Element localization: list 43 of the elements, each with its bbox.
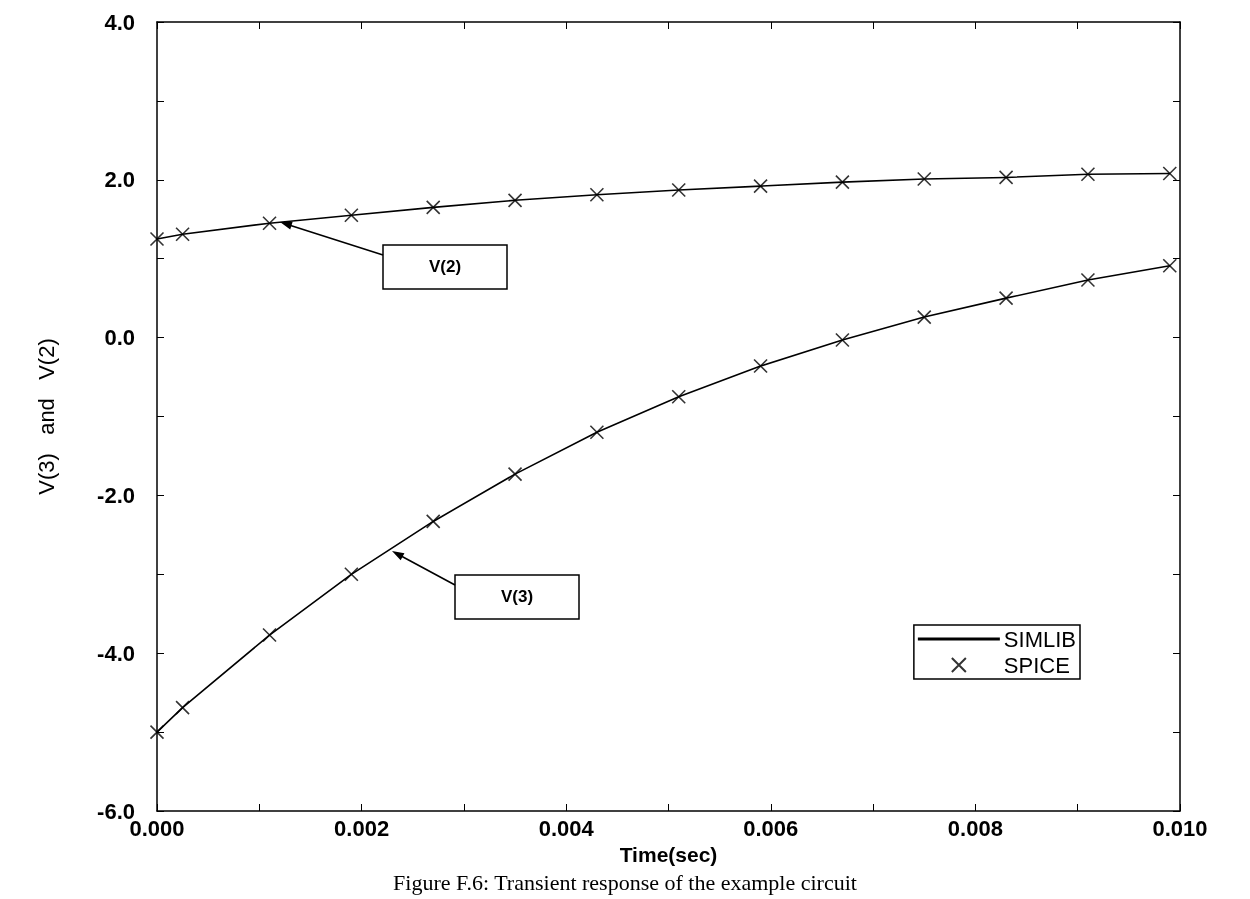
- point: [753, 358, 768, 374]
- point: [507, 466, 523, 482]
- point: [589, 187, 605, 203]
- point: [344, 208, 359, 223]
- x-tick-label: 0.002: [334, 815, 390, 841]
- point: [589, 424, 605, 440]
- point: [1080, 166, 1096, 182]
- point: [1080, 272, 1096, 288]
- point: [425, 514, 441, 529]
- point: [507, 193, 523, 208]
- x-tick-label: 0.004: [538, 815, 595, 841]
- point: [344, 567, 359, 582]
- point: [671, 182, 687, 198]
- x-tick-label: 0.010: [1152, 815, 1208, 841]
- y-tick-label: 4.0: [104, 9, 135, 35]
- point: [1162, 166, 1178, 181]
- point: [175, 226, 190, 242]
- legend-label: SPICE: [1003, 652, 1070, 678]
- point: [998, 170, 1014, 185]
- point: [425, 200, 441, 215]
- point: [1162, 258, 1178, 274]
- y-axis-title: V(3) and V(2): [33, 338, 59, 495]
- point: [998, 290, 1014, 306]
- x-axis-title: Time(sec): [619, 842, 718, 866]
- point: [175, 700, 190, 715]
- point: [262, 215, 277, 231]
- point: [671, 389, 687, 405]
- point: [753, 178, 768, 194]
- y-tick-label: -4.0: [97, 640, 135, 666]
- x-tick-label: 0.006: [743, 815, 799, 841]
- point: [916, 171, 932, 187]
- y-tick-label: -2.0: [97, 482, 135, 508]
- y-tick-label: 2.0: [104, 167, 135, 193]
- point: [149, 231, 165, 247]
- legend-label: SIMLIB: [1003, 626, 1077, 652]
- point: [262, 627, 277, 643]
- y-tick-label: 0.0: [104, 325, 135, 351]
- point: [916, 309, 932, 325]
- text: Figure F.6: Transient response of the example circuit: [392, 870, 858, 896]
- point: [835, 174, 850, 190]
- point: [835, 332, 850, 348]
- x-tick-label: 0.008: [947, 815, 1003, 841]
- point: [149, 724, 165, 740]
